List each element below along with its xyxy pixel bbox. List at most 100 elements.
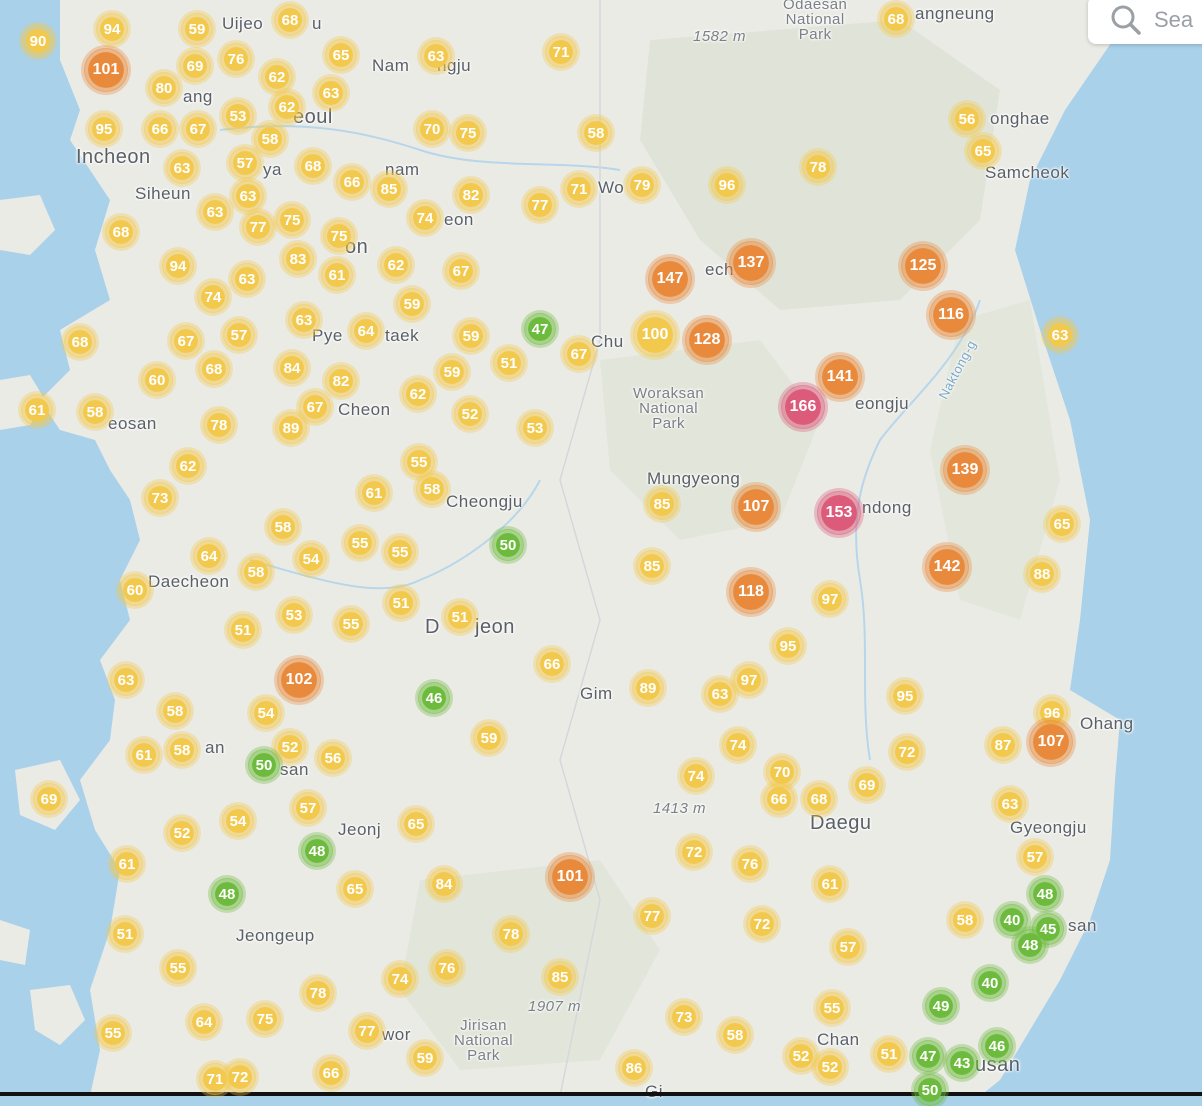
aqi-marker[interactable]: 68	[880, 3, 912, 35]
aqi-marker[interactable]: 63	[231, 263, 263, 295]
aqi-marker[interactable]: 65	[1046, 508, 1078, 540]
aqi-marker[interactable]: 53	[278, 599, 310, 631]
aqi-marker[interactable]: 76	[431, 952, 463, 984]
aqi-marker[interactable]: 72	[678, 836, 710, 868]
aqi-marker[interactable]: 43	[946, 1047, 978, 1079]
aqi-marker[interactable]: 57	[292, 792, 324, 824]
aqi-marker[interactable]: 72	[891, 736, 923, 768]
aqi-marker[interactable]: 52	[454, 398, 486, 430]
aqi-marker[interactable]: 46	[981, 1030, 1013, 1062]
aqi-marker[interactable]: 62	[402, 378, 434, 410]
aqi-marker[interactable]: 74	[722, 729, 754, 761]
aqi-marker[interactable]: 58	[254, 123, 286, 155]
aqi-marker[interactable]: 94	[96, 13, 128, 45]
aqi-marker[interactable]: 80	[148, 72, 180, 104]
aqi-marker[interactable]: 54	[250, 697, 282, 729]
aqi-marker[interactable]: 62	[271, 91, 303, 123]
aqi-marker[interactable]: 64	[193, 540, 225, 572]
aqi-marker[interactable]: 73	[668, 1001, 700, 1033]
aqi-marker[interactable]: 69	[851, 769, 883, 801]
aqi-marker[interactable]: 60	[141, 364, 173, 396]
aqi-marker[interactable]: 58	[240, 556, 272, 588]
aqi-marker[interactable]: 116	[929, 293, 973, 337]
aqi-marker[interactable]: 63	[288, 304, 320, 336]
aqi-marker[interactable]: 59	[181, 13, 213, 45]
aqi-marker[interactable]: 57	[223, 319, 255, 351]
aqi-marker[interactable]: 58	[166, 734, 198, 766]
aqi-marker[interactable]: 53	[222, 100, 254, 132]
aqi-marker[interactable]: 51	[493, 347, 525, 379]
aqi-marker[interactable]: 75	[249, 1003, 281, 1035]
aqi-marker[interactable]: 40	[974, 967, 1006, 999]
aqi-marker[interactable]: 77	[636, 900, 668, 932]
aqi-marker[interactable]: 55	[344, 527, 376, 559]
aqi-marker[interactable]: 67	[299, 391, 331, 423]
aqi-marker[interactable]: 40	[996, 904, 1028, 936]
aqi-marker[interactable]: 50	[248, 749, 280, 781]
aqi-marker[interactable]: 74	[680, 760, 712, 792]
aqi-marker[interactable]: 142	[925, 545, 969, 589]
aqi-marker[interactable]: 79	[626, 169, 658, 201]
aqi-marker[interactable]: 64	[188, 1006, 220, 1038]
aqi-marker[interactable]: 68	[64, 326, 96, 358]
aqi-marker[interactable]: 107	[734, 485, 778, 529]
aqi-marker[interactable]: 51	[227, 614, 259, 646]
aqi-marker[interactable]: 141	[818, 355, 862, 399]
aqi-marker[interactable]: 59	[473, 722, 505, 754]
aqi-marker[interactable]: 125	[901, 244, 945, 288]
aqi-marker[interactable]: 101	[84, 48, 128, 92]
aqi-marker[interactable]: 65	[325, 39, 357, 71]
aqi-marker[interactable]: 48	[1029, 878, 1061, 910]
aqi-marker[interactable]: 58	[949, 904, 981, 936]
aqi-marker[interactable]: 85	[373, 173, 405, 205]
aqi-marker[interactable]: 102	[277, 658, 321, 702]
aqi-marker[interactable]: 46	[418, 682, 450, 714]
aqi-marker[interactable]: 83	[282, 243, 314, 275]
aqi-marker[interactable]: 71	[545, 36, 577, 68]
aqi-marker[interactable]: 72	[746, 908, 778, 940]
aqi-marker[interactable]: 78	[203, 409, 235, 441]
aqi-marker[interactable]: 59	[436, 356, 468, 388]
aqi-marker[interactable]: 61	[111, 848, 143, 880]
aqi-marker[interactable]: 68	[803, 783, 835, 815]
aqi-marker[interactable]: 62	[261, 61, 293, 93]
aqi-marker[interactable]: 84	[428, 868, 460, 900]
aqi-marker[interactable]: 50	[914, 1074, 946, 1106]
aqi-marker[interactable]: 85	[646, 488, 678, 520]
aqi-marker[interactable]: 147	[648, 257, 692, 301]
aqi-marker[interactable]: 61	[358, 477, 390, 509]
aqi-marker[interactable]: 70	[416, 113, 448, 145]
aqi-marker[interactable]: 69	[179, 50, 211, 82]
aqi-marker[interactable]: 68	[198, 353, 230, 385]
aqi-marker[interactable]: 66	[315, 1057, 347, 1089]
aqi-marker[interactable]: 76	[220, 43, 252, 75]
aqi-marker[interactable]: 53	[519, 412, 551, 444]
aqi-marker[interactable]: 84	[276, 352, 308, 384]
aqi-marker[interactable]: 66	[536, 648, 568, 680]
aqi-marker[interactable]: 65	[400, 808, 432, 840]
aqi-marker[interactable]: 64	[350, 315, 382, 347]
aqi-marker[interactable]: 55	[335, 608, 367, 640]
aqi-marker[interactable]: 47	[912, 1040, 944, 1072]
aqi-marker[interactable]: 88	[1026, 558, 1058, 590]
aqi-marker[interactable]: 118	[729, 570, 773, 614]
aqi-marker[interactable]: 59	[396, 288, 428, 320]
aqi-marker[interactable]: 56	[951, 103, 983, 135]
aqi-marker[interactable]: 78	[302, 977, 334, 1009]
aqi-marker[interactable]: 63	[232, 180, 264, 212]
aqi-marker[interactable]: 89	[632, 672, 664, 704]
aqi-marker[interactable]: 68	[297, 150, 329, 182]
aqi-marker[interactable]: 139	[943, 448, 987, 492]
aqi-marker[interactable]: 51	[109, 918, 141, 950]
aqi-marker[interactable]: 63	[110, 664, 142, 696]
aqi-marker[interactable]: 101	[548, 855, 592, 899]
aqi-marker[interactable]: 55	[816, 992, 848, 1024]
aqi-marker[interactable]: 63	[1044, 319, 1076, 351]
aqi-marker[interactable]: 68	[105, 216, 137, 248]
aqi-marker[interactable]: 94	[162, 250, 194, 282]
aqi-marker[interactable]: 52	[785, 1040, 817, 1072]
aqi-marker[interactable]: 72	[224, 1061, 256, 1093]
aqi-marker[interactable]: 63	[199, 196, 231, 228]
aqi-marker[interactable]: 57	[832, 931, 864, 963]
aqi-marker[interactable]: 62	[380, 249, 412, 281]
